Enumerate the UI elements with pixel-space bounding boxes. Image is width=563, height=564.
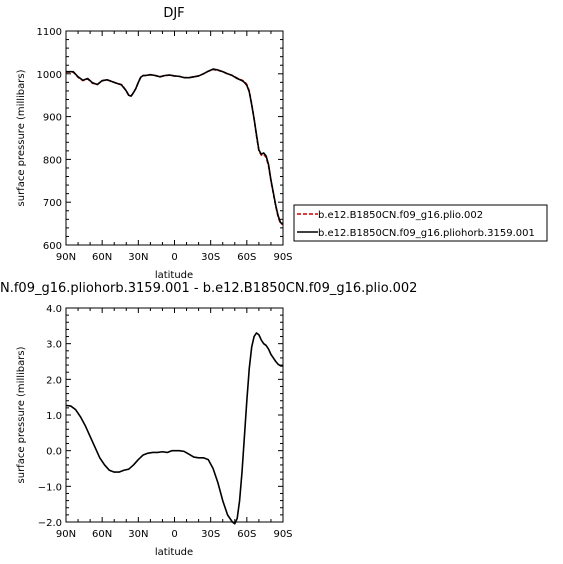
- legend-label-plio: b.e12.B1850CN.f09_g16.plio.002: [318, 210, 483, 221]
- chart-top-ylabel: surface pressure (millibars): [16, 69, 27, 206]
- top-x-tick-label-5: 60S: [237, 252, 256, 263]
- top-series-line-0: [66, 68, 284, 226]
- top-x-tick-label-0: 90N: [56, 252, 76, 263]
- chart-bottom-title: N.f09_g16.pliohorb.3159.001 - b.e12.B185…: [0, 281, 417, 296]
- top-x-tick-label-3: 0: [171, 252, 177, 263]
- chart-top: DJF surface pressure (millibars) latitud…: [16, 6, 293, 281]
- top-y-tick-label-5: 1100: [37, 27, 62, 38]
- bottom-x-tick-label-4: 30S: [201, 529, 220, 540]
- bottom-x-tick-label-1: 60N: [92, 529, 112, 540]
- top-y-tick-label-3: 900: [43, 113, 62, 124]
- top-x-tick-label-1: 60N: [92, 252, 112, 263]
- chart-bottom: N.f09_g16.pliohorb.3159.001 - b.e12.B185…: [0, 281, 417, 558]
- bottom-x-tick-label-0: 90N: [56, 529, 76, 540]
- bottom-x-tick-label-6: 90S: [273, 529, 292, 540]
- top-x-tick-label-4: 30S: [201, 252, 220, 263]
- chart-top-plot-frame: [65, 30, 284, 246]
- legend-label-pliohorb: b.e12.B1850CN.f09_g16.pliohorb.3159.001: [318, 228, 535, 239]
- bottom-y-tick-label-1: −1.0: [38, 482, 62, 493]
- bottom-y-tick-label-0: −2.0: [38, 518, 62, 529]
- chart-top-title: DJF: [163, 6, 184, 21]
- chart-bottom-xlabel: latitude: [155, 547, 193, 558]
- top-y-tick-label-1: 700: [43, 198, 62, 209]
- bottom-y-tick-label-3: 1.0: [46, 411, 62, 422]
- chart-bottom-ylabel: surface pressure (millibars): [16, 346, 27, 483]
- legend: b.e12.B1850CN.f09_g16.plio.002 b.e12.B18…: [293, 204, 548, 242]
- bottom-x-tick-label-5: 60S: [237, 529, 256, 540]
- bottom-y-tick-label-4: 2.0: [46, 375, 62, 386]
- legend-box: [293, 204, 548, 242]
- top-y-tick-label-2: 800: [43, 155, 62, 166]
- chart-bottom-plot-frame: [65, 307, 284, 523]
- top-y-tick-label-4: 1000: [37, 70, 62, 81]
- top-y-tick-label-0: 600: [43, 241, 62, 252]
- bottom-x-tick-label-2: 30N: [128, 529, 148, 540]
- bottom-series-line-0: [65, 332, 284, 525]
- bottom-y-tick-label-2: 0.0: [46, 447, 62, 458]
- bottom-y-tick-label-6: 4.0: [46, 304, 62, 315]
- top-series-line-1: [66, 68, 284, 225]
- bottom-y-tick-label-5: 3.0: [46, 340, 62, 351]
- bottom-x-tick-label-3: 0: [171, 529, 177, 540]
- top-x-tick-label-2: 30N: [128, 252, 148, 263]
- chart-top-xlabel: latitude: [155, 270, 193, 281]
- top-x-tick-label-6: 90S: [273, 252, 292, 263]
